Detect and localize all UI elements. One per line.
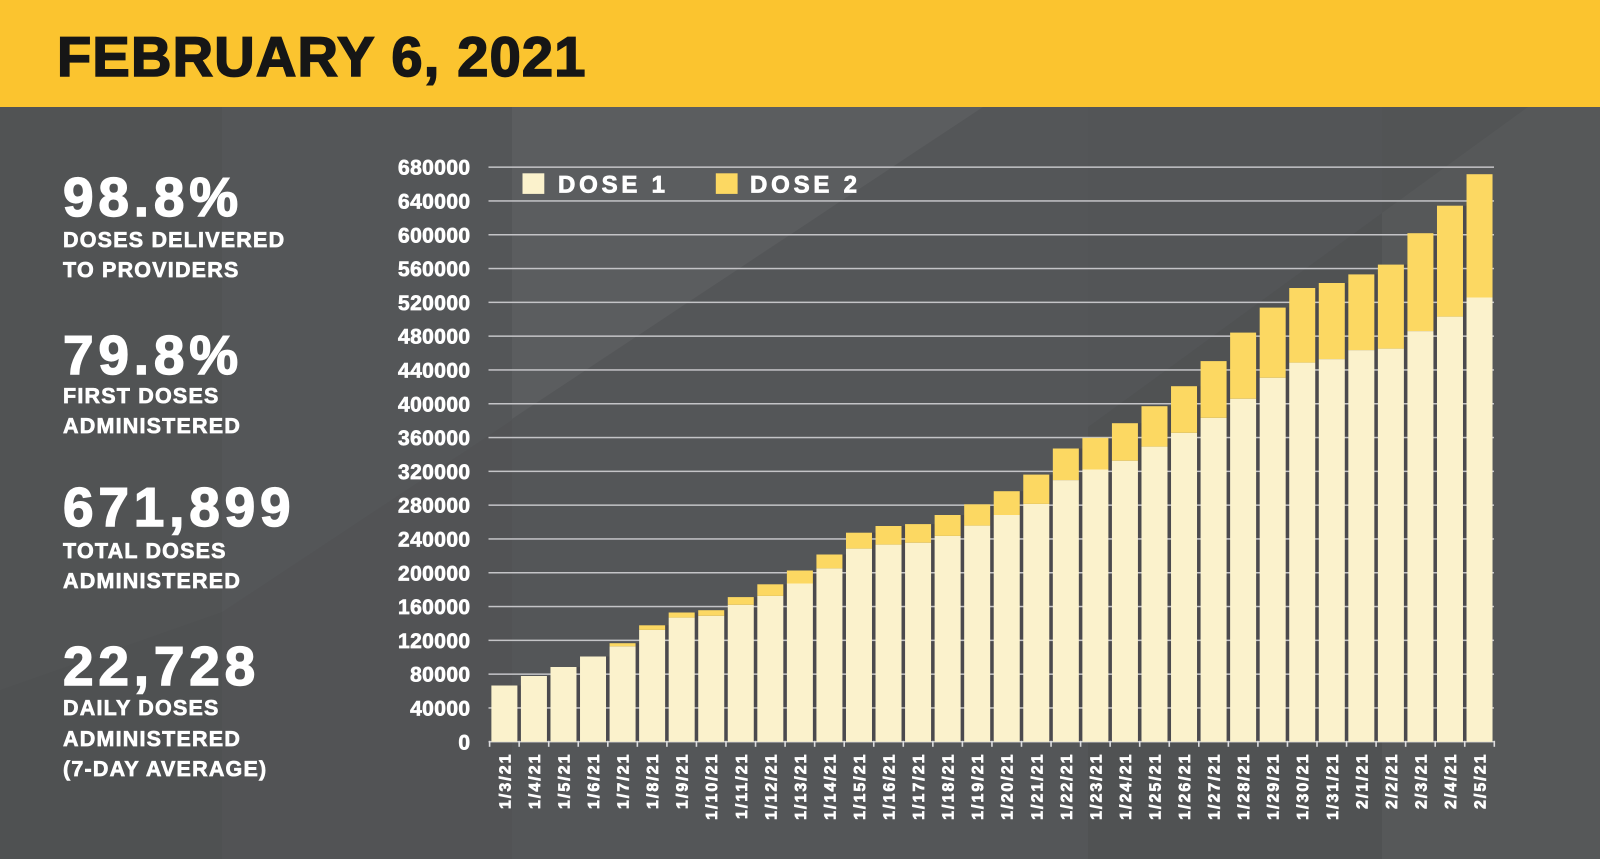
- svg-text:1/8/21: 1/8/21: [645, 753, 662, 809]
- svg-text:1/11/21: 1/11/21: [734, 753, 751, 820]
- svg-text:1/24/21: 1/24/21: [1118, 753, 1135, 820]
- svg-text:1/15/21: 1/15/21: [852, 753, 869, 820]
- svg-text:360000: 360000: [398, 427, 470, 450]
- svg-text:680000: 680000: [398, 157, 470, 180]
- svg-text:120000: 120000: [398, 630, 470, 653]
- svg-text:1/23/21: 1/23/21: [1088, 753, 1105, 820]
- svg-text:200000: 200000: [398, 562, 470, 585]
- svg-text:1/22/21: 1/22/21: [1059, 753, 1076, 820]
- svg-text:320000: 320000: [398, 461, 470, 484]
- svg-text:1/4/21: 1/4/21: [527, 753, 544, 809]
- svg-text:560000: 560000: [398, 258, 470, 281]
- svg-text:1/17/21: 1/17/21: [911, 753, 928, 820]
- svg-text:1/7/21: 1/7/21: [616, 753, 633, 809]
- svg-text:1/12/21: 1/12/21: [763, 753, 780, 820]
- svg-text:DOSE 1: DOSE 1: [558, 171, 669, 198]
- svg-text:1/9/21: 1/9/21: [675, 753, 692, 809]
- svg-text:1/20/21: 1/20/21: [1000, 753, 1017, 820]
- svg-text:1/19/21: 1/19/21: [970, 753, 987, 820]
- svg-text:1/25/21: 1/25/21: [1148, 753, 1165, 820]
- svg-text:1/29/21: 1/29/21: [1266, 753, 1283, 820]
- svg-text:1/14/21: 1/14/21: [822, 753, 839, 820]
- svg-text:1/16/21: 1/16/21: [882, 753, 899, 820]
- svg-text:1/18/21: 1/18/21: [941, 753, 958, 820]
- svg-text:480000: 480000: [398, 326, 470, 349]
- svg-text:1/30/21: 1/30/21: [1295, 753, 1312, 820]
- svg-text:2/2/21: 2/2/21: [1384, 753, 1401, 809]
- svg-text:1/6/21: 1/6/21: [586, 753, 603, 809]
- svg-text:DOSE 2: DOSE 2: [750, 171, 861, 198]
- svg-text:1/28/21: 1/28/21: [1236, 753, 1253, 820]
- svg-text:2/1/21: 2/1/21: [1354, 753, 1371, 809]
- svg-text:240000: 240000: [398, 529, 470, 552]
- svg-text:1/26/21: 1/26/21: [1177, 753, 1194, 820]
- svg-text:600000: 600000: [398, 224, 470, 247]
- svg-text:1/5/21: 1/5/21: [557, 753, 574, 809]
- svg-text:280000: 280000: [398, 495, 470, 518]
- svg-text:2/4/21: 2/4/21: [1443, 753, 1460, 809]
- svg-text:1/31/21: 1/31/21: [1325, 753, 1342, 820]
- svg-text:520000: 520000: [398, 292, 470, 315]
- svg-text:80000: 80000: [410, 664, 470, 687]
- svg-text:1/13/21: 1/13/21: [793, 753, 810, 820]
- svg-text:1/27/21: 1/27/21: [1207, 753, 1224, 820]
- svg-text:2/5/21: 2/5/21: [1473, 753, 1490, 809]
- svg-text:0: 0: [458, 731, 470, 754]
- svg-text:40000: 40000: [410, 698, 470, 721]
- svg-text:640000: 640000: [398, 191, 470, 214]
- svg-text:160000: 160000: [398, 596, 470, 619]
- svg-text:440000: 440000: [398, 360, 470, 383]
- svg-text:1/21/21: 1/21/21: [1029, 753, 1046, 820]
- svg-text:2/3/21: 2/3/21: [1413, 753, 1430, 809]
- svg-text:400000: 400000: [398, 393, 470, 416]
- svg-text:1/10/21: 1/10/21: [704, 753, 721, 820]
- svg-text:1/3/21: 1/3/21: [497, 753, 514, 809]
